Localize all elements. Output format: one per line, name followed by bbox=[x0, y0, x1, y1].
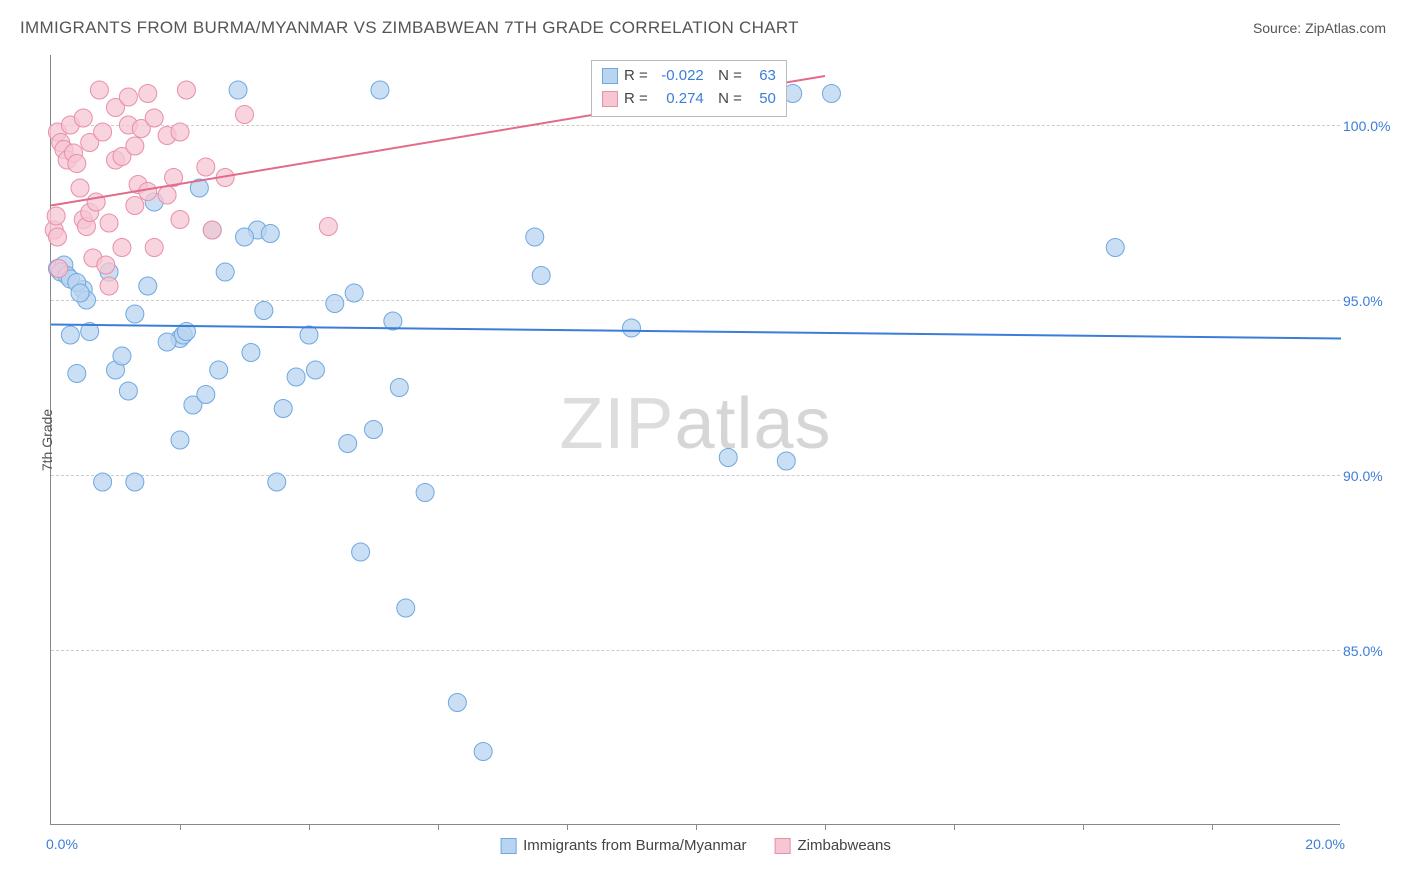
n-blue: 63 bbox=[748, 65, 776, 88]
y-tick-label: 100.0% bbox=[1343, 118, 1398, 134]
stats-row-pink: R = 0.274 N = 50 bbox=[602, 88, 776, 111]
y-axis-title: 7th Grade bbox=[39, 408, 55, 470]
swatch-pink bbox=[602, 91, 618, 107]
y-tick-label: 85.0% bbox=[1343, 643, 1398, 659]
r-blue: -0.022 bbox=[654, 65, 704, 88]
y-tick-label: 95.0% bbox=[1343, 293, 1398, 309]
legend-label-blue: Immigrants from Burma/Myanmar bbox=[523, 837, 746, 854]
swatch-pink-icon bbox=[774, 838, 790, 854]
scatter-svg bbox=[51, 55, 1340, 824]
x-min-label: 0.0% bbox=[46, 836, 78, 852]
watermark: ZIPatlas bbox=[559, 383, 831, 465]
r-pink: 0.274 bbox=[654, 88, 704, 111]
swatch-blue-icon bbox=[500, 838, 516, 854]
bottom-legend: Immigrants from Burma/Myanmar Zimbabwean… bbox=[500, 837, 891, 854]
title-bar: IMMIGRANTS FROM BURMA/MYANMAR VS ZIMBABW… bbox=[20, 18, 1386, 38]
plot-area: ZIPatlas 7th Grade 85.0%90.0%95.0%100.0%… bbox=[50, 55, 1340, 825]
y-tick-label: 90.0% bbox=[1343, 468, 1398, 484]
chart-title: IMMIGRANTS FROM BURMA/MYANMAR VS ZIMBABW… bbox=[20, 18, 799, 38]
swatch-blue bbox=[602, 68, 618, 84]
source-label: Source: ZipAtlas.com bbox=[1253, 20, 1386, 36]
legend-item-pink: Zimbabweans bbox=[774, 837, 890, 854]
n-pink: 50 bbox=[748, 88, 776, 111]
legend-label-pink: Zimbabweans bbox=[797, 837, 890, 854]
stats-row-blue: R = -0.022 N = 63 bbox=[602, 65, 776, 88]
x-max-label: 20.0% bbox=[1305, 836, 1345, 852]
stats-legend: R = -0.022 N = 63 R = 0.274 N = 50 bbox=[591, 60, 787, 117]
legend-item-blue: Immigrants from Burma/Myanmar bbox=[500, 837, 746, 854]
